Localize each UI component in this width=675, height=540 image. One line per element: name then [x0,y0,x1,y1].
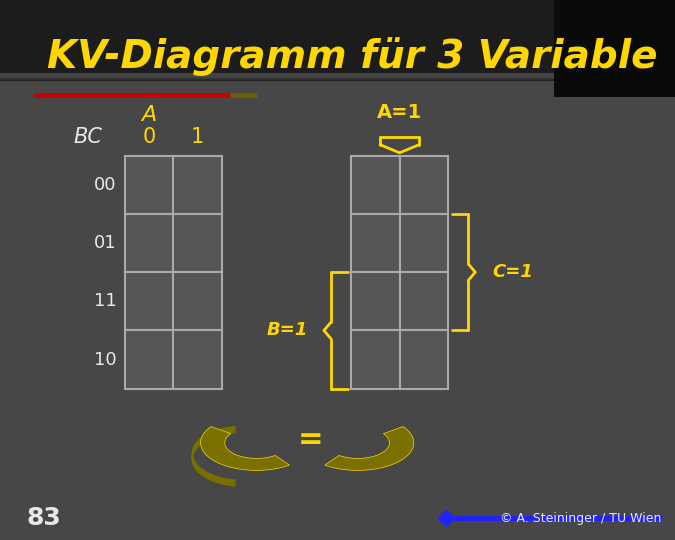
Text: =: = [298,424,323,454]
Bar [0,76,675,79]
Bar [125,272,173,330]
Bar [351,330,400,389]
Bar [0,76,675,80]
Bar [400,272,448,330]
Bar [0,75,675,79]
Text: B=1: B=1 [266,321,308,340]
Bar [0,75,675,79]
Bar [0,75,675,79]
Bar [400,156,448,214]
Bar [173,272,222,330]
Text: KV-Diagramm für 3 Variable: KV-Diagramm für 3 Variable [47,37,657,76]
Text: 10: 10 [94,350,117,369]
Bar [0,76,675,79]
Text: 83: 83 [27,507,61,530]
Bar [125,330,173,389]
Bar [173,214,222,272]
Bar [0,74,675,78]
Bar [0,76,675,80]
Bar [0,73,675,77]
Bar [173,156,222,214]
Text: 00: 00 [95,176,117,194]
Bar [400,330,448,389]
Bar [351,214,400,272]
Bar [351,272,400,330]
Bar [125,214,173,272]
Text: 0: 0 [142,126,156,147]
Bar [0,74,675,78]
Bar [400,214,448,272]
Bar [351,156,400,214]
Text: 01: 01 [94,234,117,252]
Bar [0,77,675,80]
Bar [0,74,675,78]
Bar [0,75,675,78]
Bar [0,73,675,78]
Bar [554,0,675,97]
Bar [0,77,675,81]
Bar [173,330,222,389]
Bar [0,73,675,77]
Bar [0,0,675,81]
Text: © A. Steininger / TU Wien: © A. Steininger / TU Wien [500,512,662,525]
Text: A=1: A=1 [377,103,423,122]
Text: C=1: C=1 [492,263,533,281]
Text: 1: 1 [191,126,205,147]
Bar [125,156,173,214]
Polygon shape [325,427,414,470]
Polygon shape [200,427,290,470]
Bar [0,77,675,81]
Bar [0,76,675,80]
Bar [0,76,675,80]
Text: 11: 11 [94,292,117,310]
Text: A: A [142,105,157,125]
Text: BC: BC [74,126,102,147]
Bar [0,75,675,79]
